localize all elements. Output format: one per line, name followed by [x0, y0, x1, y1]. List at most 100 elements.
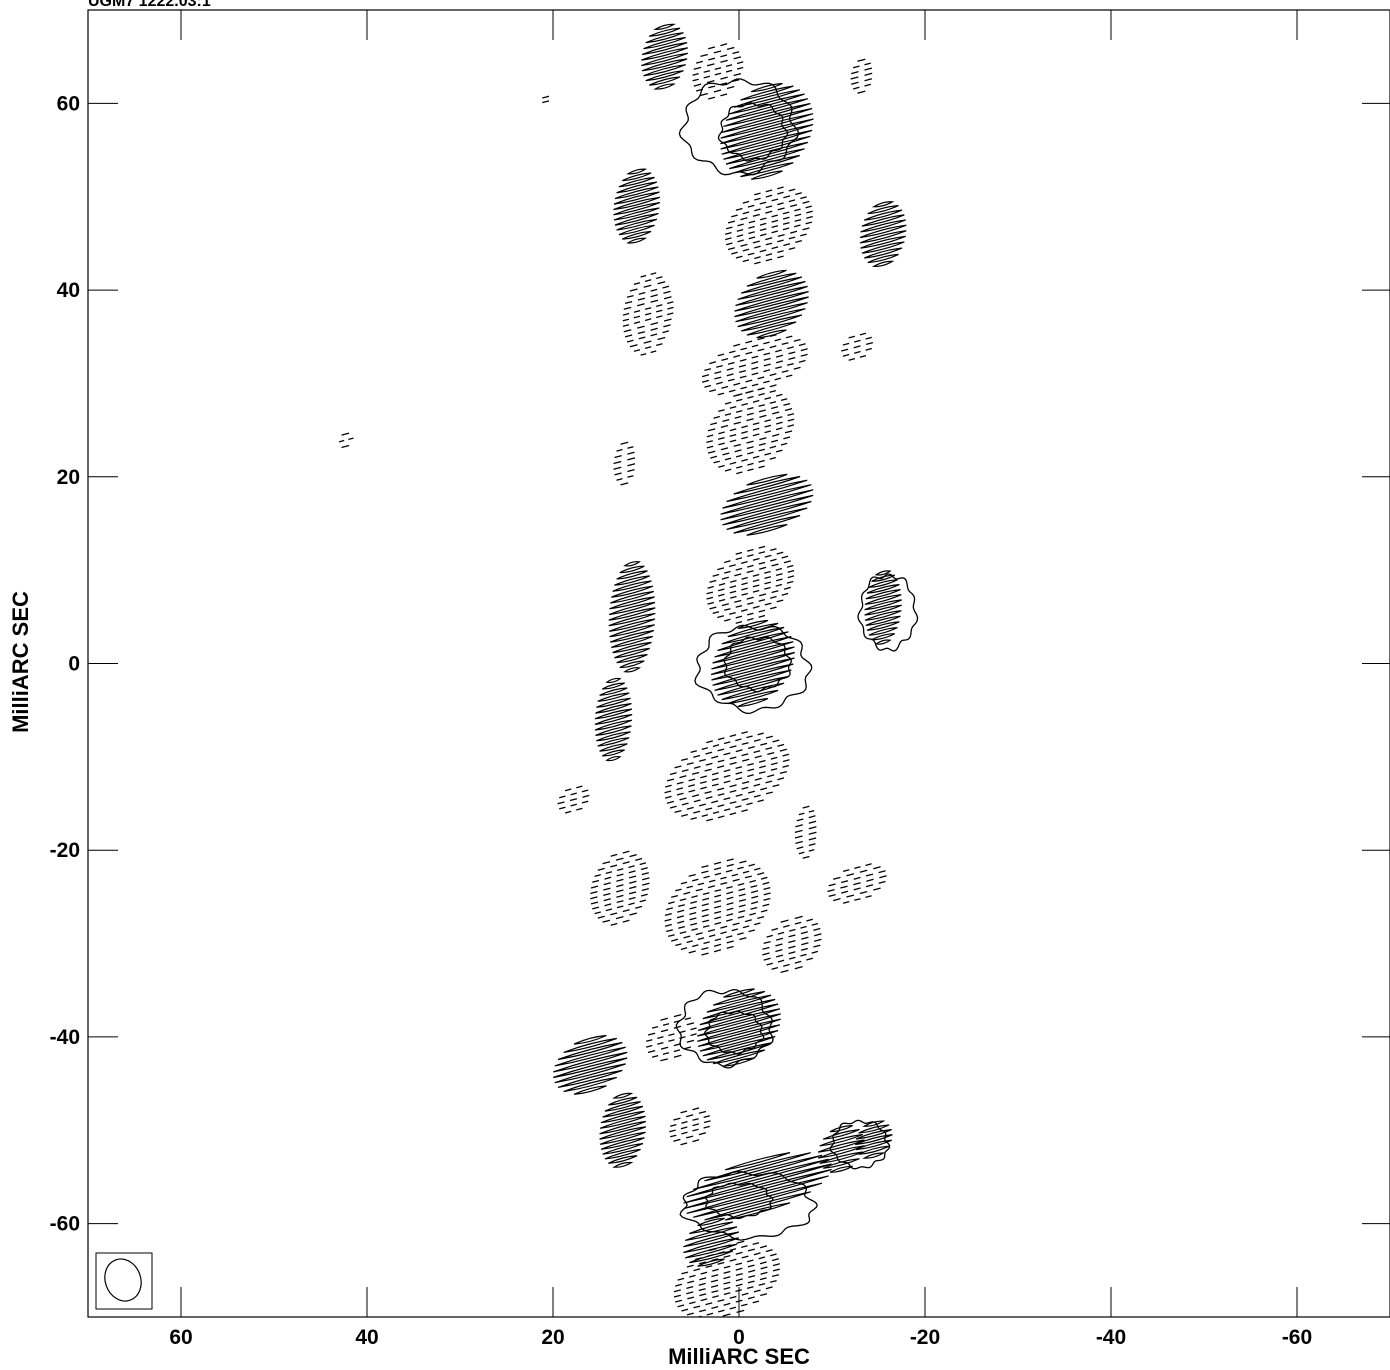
- contour-dash: [688, 784, 695, 788]
- contour-dash: [746, 735, 753, 739]
- contour-dash: [853, 876, 861, 880]
- contour-dash: [787, 413, 795, 417]
- contour-dash: [637, 325, 645, 329]
- contour-stroke: [697, 1217, 725, 1227]
- contour-dash: [833, 876, 841, 880]
- contour-dash: [800, 348, 808, 352]
- contour-dash: [735, 1251, 743, 1255]
- contour-dash: [666, 929, 673, 933]
- contour-dash: [735, 1262, 743, 1266]
- contour-dash: [726, 918, 733, 922]
- contour-stroke: [866, 621, 900, 631]
- contour-dash: [627, 446, 634, 449]
- contour-dash: [695, 888, 703, 892]
- contour-dash: [679, 775, 687, 779]
- contour-dash: [559, 795, 566, 799]
- contour-dash: [616, 878, 624, 882]
- contour-dash: [734, 599, 742, 603]
- contour-stroke: [622, 230, 652, 240]
- contour-dash: [704, 384, 712, 388]
- contour-dash: [576, 807, 583, 811]
- contour-dash: [704, 790, 712, 794]
- contour-dash: [629, 344, 638, 348]
- contour-dash: [746, 596, 754, 600]
- contour-dash: [753, 750, 761, 754]
- contour-dash: [864, 67, 873, 71]
- contour-dash: [626, 339, 634, 343]
- contour-dash: [703, 941, 710, 945]
- contour-dash: [712, 573, 720, 577]
- contour-dash: [736, 1240, 745, 1244]
- contour-dash: [808, 826, 817, 830]
- contour-dash: [727, 247, 736, 251]
- contour-dash: [713, 50, 722, 54]
- contour-dash: [794, 218, 802, 222]
- contour-stroke: [600, 1137, 645, 1150]
- contour-dash: [720, 447, 729, 451]
- contour-dash: [765, 258, 773, 262]
- contour-dash: [679, 1030, 686, 1034]
- contour-dash: [774, 377, 782, 381]
- contour-dash: [604, 876, 612, 880]
- contour-dash: [800, 196, 807, 200]
- contour-stroke: [618, 224, 655, 236]
- contour-dash: [681, 769, 689, 773]
- contour-stroke: [594, 714, 633, 725]
- contour-dash: [714, 72, 722, 76]
- contour-stroke: [594, 708, 633, 720]
- beam-ellipse: [104, 1258, 142, 1302]
- contour-dash: [707, 585, 714, 589]
- contour-dash: [662, 285, 670, 289]
- contour-dash: [706, 1312, 714, 1316]
- contour-dash: [693, 810, 701, 814]
- contour-dash: [714, 894, 722, 898]
- contour-dash: [673, 1054, 682, 1058]
- contour-dash: [741, 1292, 749, 1296]
- contour-dash: [751, 895, 759, 899]
- contour-dash: [710, 455, 718, 459]
- contour-dash: [776, 954, 784, 958]
- contour-dash: [742, 758, 750, 762]
- contour-dash: [673, 1025, 682, 1029]
- contour-dash: [713, 943, 722, 947]
- contour-dash: [747, 790, 755, 794]
- contour-dash: [704, 368, 712, 372]
- contour-dash: [758, 448, 765, 452]
- contour-dash: [656, 315, 663, 319]
- contour-dash: [736, 234, 744, 238]
- contour-dash: [628, 896, 636, 900]
- contour-stroke: [641, 47, 689, 61]
- contour-dash: [720, 43, 728, 47]
- contour-dash: [735, 567, 743, 571]
- contour-stroke: [611, 635, 654, 648]
- contour-dash: [760, 787, 768, 791]
- contour-stroke: [855, 1129, 892, 1140]
- contour-stroke: [605, 755, 622, 762]
- contour-stroke: [699, 1030, 779, 1052]
- contour-dash: [674, 809, 682, 814]
- contour-dash: [770, 1279, 777, 1283]
- contour-dash: [769, 334, 777, 338]
- contour-dash: [788, 247, 796, 251]
- contour-dash: [692, 72, 699, 76]
- contour-dash: [751, 901, 759, 905]
- contour-dash: [666, 778, 675, 782]
- contour-dash: [828, 893, 836, 898]
- contour-dash: [729, 761, 737, 766]
- contour-region-dash-c: [622, 272, 674, 356]
- contour-dash: [676, 787, 684, 791]
- contour-dash: [748, 225, 755, 229]
- contour-dash: [677, 1277, 685, 1281]
- contour-dash: [780, 442, 788, 446]
- contour-stroke: [864, 610, 902, 621]
- contour-dash: [706, 818, 713, 822]
- contour-dash: [764, 576, 772, 580]
- contour-dash: [688, 778, 696, 782]
- contour-stroke: [563, 1037, 618, 1053]
- contour-dash: [729, 1248, 737, 1252]
- contour-dash: [714, 67, 722, 71]
- contour-stroke: [859, 230, 907, 244]
- contour-dash: [811, 950, 819, 954]
- contour-dash: [692, 1139, 700, 1143]
- contour-region-dash-h: [706, 545, 795, 624]
